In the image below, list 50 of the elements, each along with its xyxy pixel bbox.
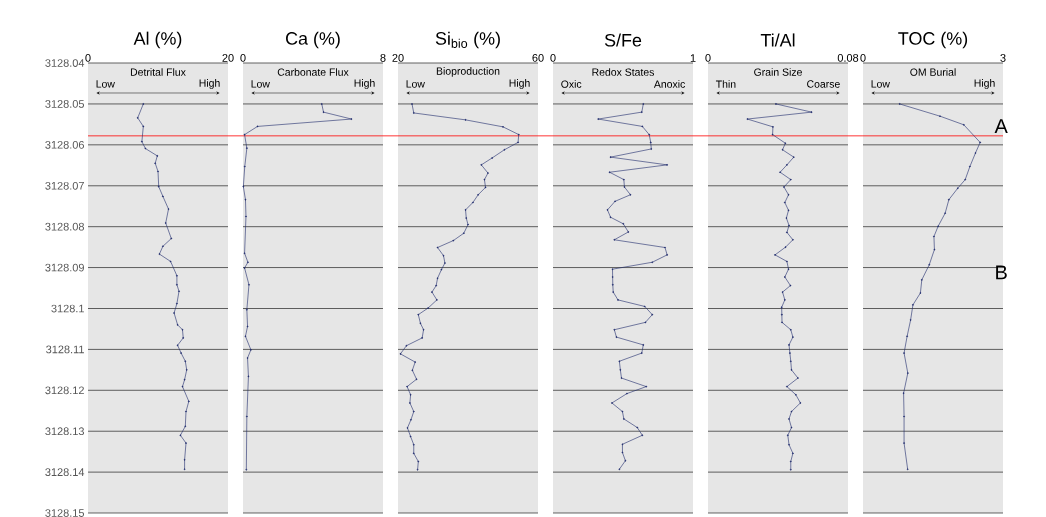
annotation: Low [871, 80, 890, 88]
x-tick-label: 0 [550, 54, 556, 62]
y-tick-label: 3128.04 [45, 59, 85, 67]
annotation: Carbonate Flux [277, 68, 349, 76]
y-tick-label: 3128.11 [46, 345, 84, 354]
annotation: Redox States [592, 68, 655, 76]
y-tick-label: 3128.05 [45, 100, 84, 108]
chart-title: S/Fe [604, 33, 642, 47]
annotation: Oxic [561, 80, 582, 88]
chart-title: Si$_{bio}$ (%) [435, 31, 500, 49]
chart-title: TOC (%) [898, 31, 968, 49]
annotation: High [354, 79, 375, 89]
annotation: High [974, 79, 995, 89]
annotation: Grain Size [754, 68, 802, 76]
annotation: Bioproduction [436, 67, 500, 77]
annotation: Low [406, 80, 425, 88]
chart-title: Ti/Al [760, 33, 795, 47]
annotation: Low [251, 80, 270, 88]
x-tick-label: 8 [380, 54, 386, 62]
annotation: Anoxic [653, 80, 686, 88]
annotation: Coarse [807, 80, 840, 88]
chart-title: Al (%) [133, 31, 182, 49]
x-tick-label: 0 [240, 54, 246, 62]
x-tick-label: 20 [222, 54, 234, 62]
y-tick-label: 3128.13 [45, 427, 84, 436]
x-tick-label: 60 [532, 54, 544, 62]
annotation: A [994, 119, 1008, 133]
y-tick-label: 3128.14 [45, 468, 85, 476]
y-tick-label: 3128.07 [45, 181, 84, 190]
y-tick-label: 3128.1 [51, 304, 84, 313]
annotation: High [509, 79, 530, 89]
x-tick-label: 20 [392, 54, 404, 62]
x-tick-label: 0.08 [837, 54, 859, 62]
chart-title: Ca (%) [286, 31, 340, 49]
y-tick-label: 3128.09 [45, 263, 84, 272]
y-tick-label: 3128.15 [45, 509, 84, 517]
y-tick-label: 3128.12 [45, 386, 84, 395]
annotation: Low [96, 80, 115, 88]
annotation: Thin [715, 80, 736, 88]
annotation: Detrital Flux [130, 68, 186, 76]
annotation: B [996, 265, 1007, 280]
y-tick-label: 3128.08 [45, 222, 84, 231]
annotation: OM Burial [910, 68, 956, 76]
x-tick-label: 0 [705, 54, 711, 62]
y-tick-label: 3128.06 [45, 140, 84, 149]
x-tick-label: 0 [85, 54, 91, 62]
annotation: High [199, 79, 220, 89]
x-tick-label: 0 [860, 54, 866, 62]
x-tick-label: 3 [1000, 54, 1006, 62]
x-tick-label: 1 [690, 54, 696, 62]
